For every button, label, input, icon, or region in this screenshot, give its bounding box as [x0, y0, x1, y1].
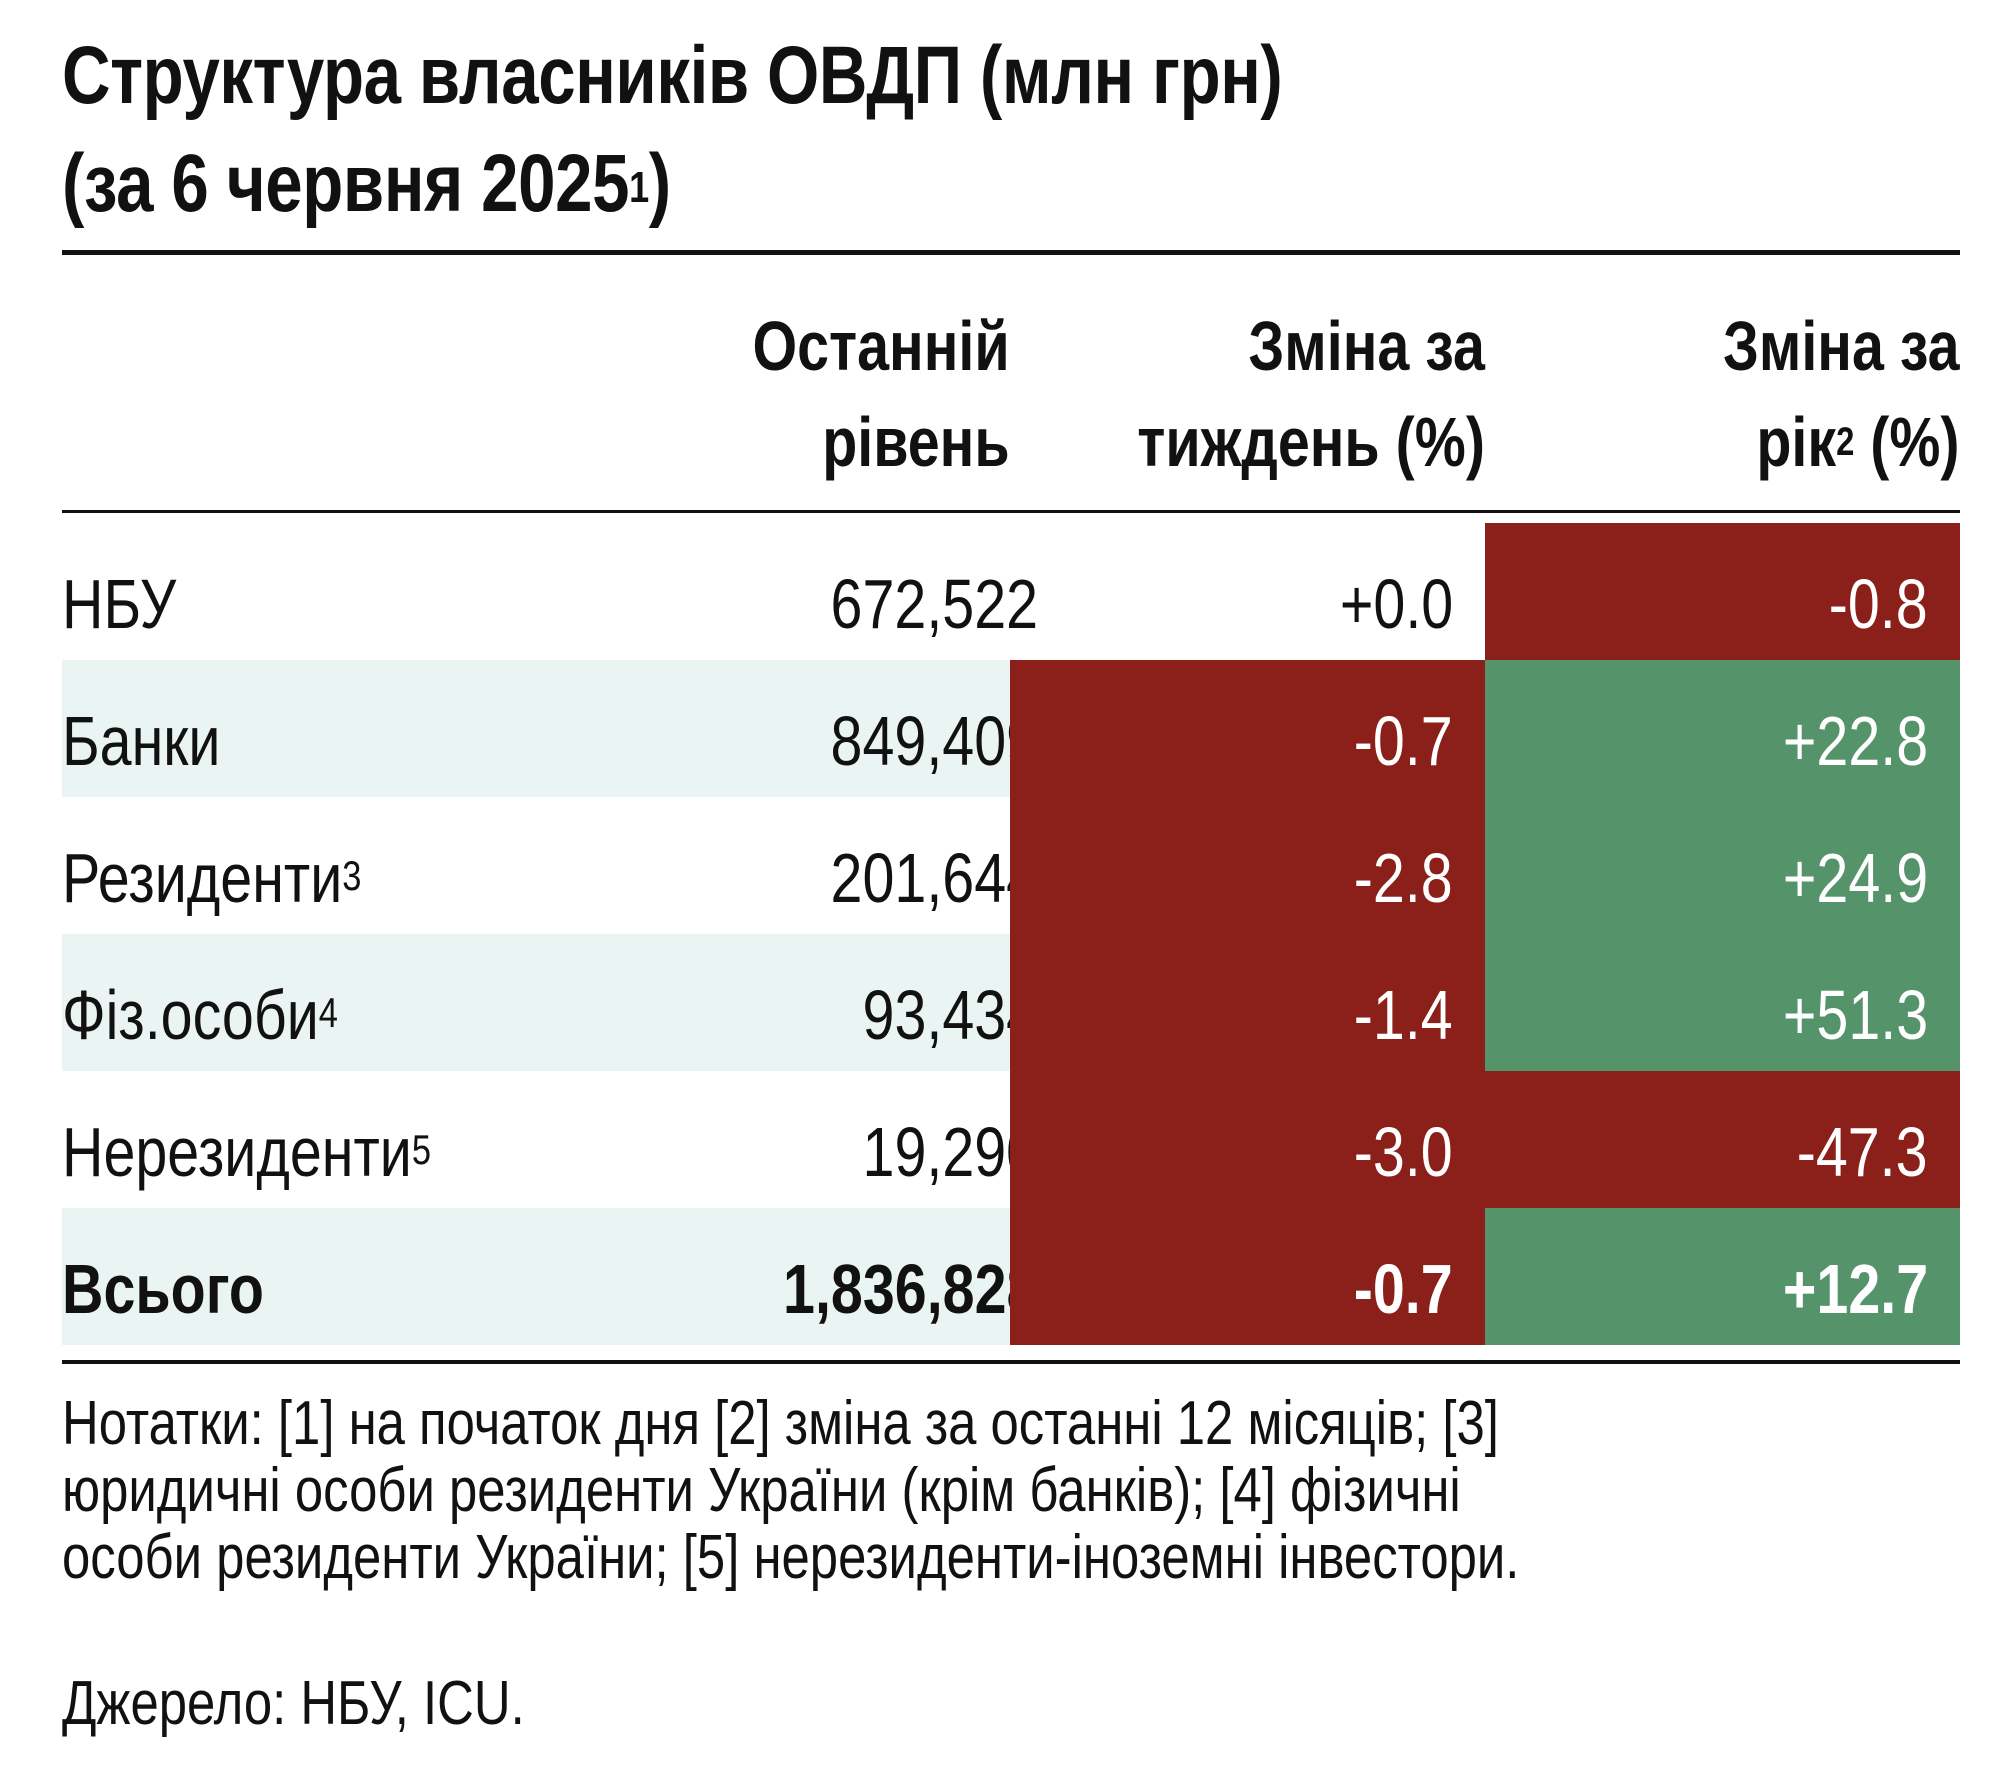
title-line-2: (за 6 червня 20251) [62, 138, 671, 229]
title-footnote-mark: 1 [629, 163, 649, 212]
table-row: Банки 849,409 -0.7 +22.8 [62, 660, 1960, 797]
row-band [62, 660, 1010, 797]
year-change-cell: -47.3 [1485, 1071, 1960, 1208]
row-label: Всього [62, 1250, 264, 1328]
header-level: Останній рівень [752, 307, 1010, 481]
table-row: Нерезиденти5 19,290 -3.0 -47.3 [62, 1071, 1960, 1208]
level-value: 849,409 [830, 702, 1038, 780]
year-change-value: +22.8 [1782, 702, 1928, 780]
chart-title: Структура власників ОВДП (млн грн) (за 6… [62, 22, 1620, 238]
level-value: 1,836,828 [782, 1250, 1038, 1328]
year-change-cell: -0.8 [1485, 523, 1960, 660]
top-rule [62, 250, 1960, 255]
table-row: НБУ 672,522 +0.0 -0.8 [62, 523, 1960, 660]
header-year-change: Зміна за рік2 (%) [1723, 307, 1960, 481]
week-change-value: -3.0 [1354, 1113, 1453, 1191]
title-line-1: Структура власників ОВДП (млн грн) [62, 30, 1283, 121]
row-label: Нерезиденти5 [62, 1113, 431, 1191]
header-week-change: Зміна за тиждень (%) [1137, 307, 1485, 481]
year-change-value: +12.7 [1782, 1250, 1928, 1328]
row-footnote-mark: 4 [318, 989, 338, 1036]
year-change-cell: +12.7 [1485, 1208, 1960, 1345]
week-change-value: -0.7 [1354, 1250, 1453, 1328]
week-change-cell: -0.7 [1010, 660, 1485, 797]
table-row: Фіз.особи4 93,434 -1.4 +51.3 [62, 934, 1960, 1071]
level-value: 672,522 [830, 565, 1038, 643]
header-rule [62, 510, 1960, 513]
notes-line-3: особи резиденти України; [5] нерезиденти… [62, 1523, 1520, 1592]
week-change-value: +0.0 [1339, 565, 1453, 643]
level-value: 201,644 [830, 839, 1038, 917]
week-change-cell: -1.4 [1010, 934, 1485, 1071]
year-change-value: +24.9 [1782, 839, 1928, 917]
header-year-footnote-mark: 2 [1836, 420, 1855, 464]
week-change-cell: +0.0 [1010, 523, 1485, 660]
row-label: НБУ [62, 565, 177, 643]
week-change-cell: -2.8 [1010, 797, 1485, 934]
year-change-cell: +24.9 [1485, 797, 1960, 934]
row-label: Банки [62, 702, 221, 780]
table-row: Резиденти3 201,644 -2.8 +24.9 [62, 797, 1960, 934]
row-label: Фіз.особи4 [62, 976, 338, 1054]
row-footnote-mark: 5 [411, 1126, 431, 1173]
year-change-cell: +22.8 [1485, 660, 1960, 797]
table-row-total: Всього 1,836,828 -0.7 +12.7 [62, 1208, 1960, 1345]
week-change-cell: -3.0 [1010, 1071, 1485, 1208]
source-note: Джерело: НБУ, ICU. [62, 1669, 525, 1738]
level-value: 19,290 [862, 1113, 1038, 1191]
row-band [62, 1208, 1010, 1345]
level-value: 93,434 [862, 976, 1038, 1054]
notes-line-2: юридичні особи резиденти України (крім б… [62, 1456, 1461, 1525]
week-change-cell: -0.7 [1010, 1208, 1485, 1345]
row-band [62, 934, 1010, 1071]
year-change-value: -47.3 [1797, 1113, 1928, 1191]
row-label: Резиденти3 [62, 839, 362, 917]
year-change-value: -0.8 [1829, 565, 1928, 643]
week-change-value: -1.4 [1354, 976, 1453, 1054]
notes-line-1: Нотатки: [1] на початок дня [2] зміна за… [62, 1389, 1499, 1458]
bottom-rule [62, 1360, 1960, 1364]
year-change-cell: +51.3 [1485, 934, 1960, 1071]
year-change-value: +51.3 [1782, 976, 1928, 1054]
week-change-value: -2.8 [1354, 839, 1453, 917]
notes: Нотатки: [1] на початок дня [2] зміна за… [62, 1390, 1960, 1591]
row-footnote-mark: 3 [342, 852, 362, 899]
week-change-value: -0.7 [1354, 702, 1453, 780]
